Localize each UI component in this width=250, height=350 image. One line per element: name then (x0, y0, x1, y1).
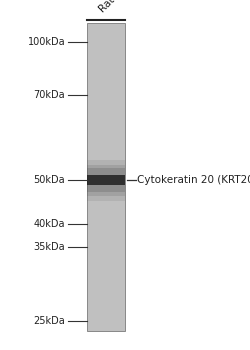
Text: 100kDa: 100kDa (28, 37, 65, 47)
Text: 50kDa: 50kDa (34, 175, 65, 185)
Text: 40kDa: 40kDa (34, 219, 65, 229)
Bar (87, 168, 124, 192)
Bar (86, 23, 125, 331)
Text: Rat liver: Rat liver (97, 0, 134, 14)
Text: 35kDa: 35kDa (34, 242, 65, 252)
Text: Cytokeratin 20 (KRT20): Cytokeratin 20 (KRT20) (136, 175, 250, 185)
Text: 25kDa: 25kDa (34, 316, 65, 326)
Bar (87, 165, 124, 196)
Text: 70kDa: 70kDa (34, 90, 65, 99)
Bar (87, 160, 124, 201)
Bar (87, 175, 124, 185)
